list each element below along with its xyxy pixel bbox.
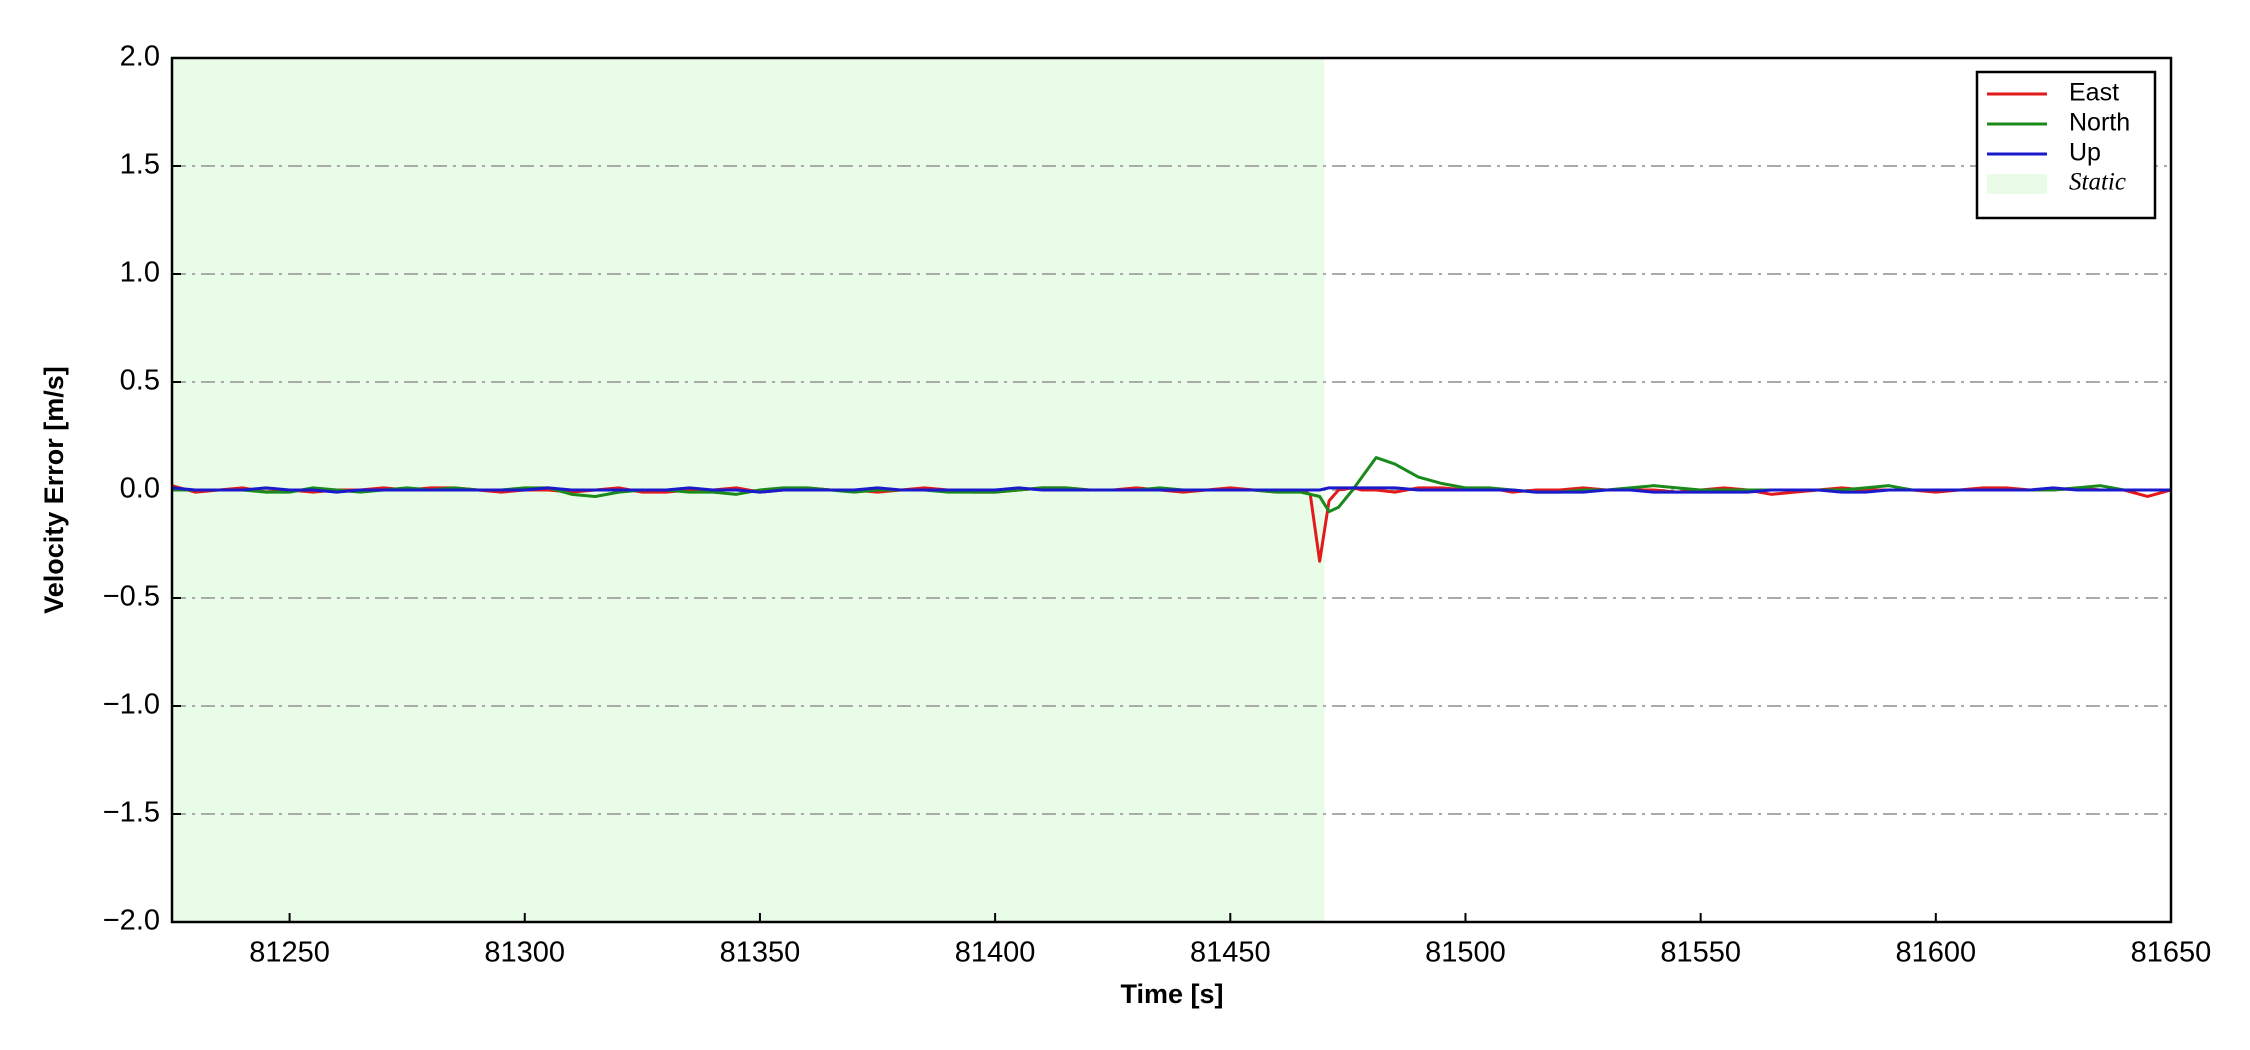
x-tick-label: 81250 [249,937,330,969]
x-tick-label: 81500 [1425,937,1506,969]
legend-label: East [2069,79,2119,107]
y-tick-label: 1.0 [120,257,160,289]
plot-frame [170,56,2173,924]
legend-label: Up [2069,139,2101,167]
y-tick-label: 0.5 [120,365,160,397]
y-tick-label: 2.0 [120,41,160,73]
y-axis-label: Velocity Error [m/s] [39,366,69,614]
legend-swatch [1987,174,2047,194]
series-line [172,486,2171,494]
x-tick-label: 81550 [1660,937,1741,969]
x-tick-label: 81600 [1895,937,1976,969]
y-tick-label: −0.5 [103,581,160,613]
y-tick-label: −1.5 [103,797,160,829]
x-tick-label: 81350 [720,937,801,969]
y-tick-label: −1.0 [103,689,160,721]
x-tick-label: 81650 [2131,937,2212,969]
x-tick-label: 81300 [484,937,565,969]
y-tick-label: 0.0 [120,473,160,505]
x-axis-label: Time [s] [1120,979,1223,1009]
y-tick-label: −2.0 [103,905,160,937]
legend-label: North [2069,109,2130,137]
legend-label: Static [2069,169,2126,196]
x-tick-label: 81450 [1190,937,1271,969]
x-tick-label: 81400 [955,937,1036,969]
y-tick-label: 1.5 [120,149,160,181]
